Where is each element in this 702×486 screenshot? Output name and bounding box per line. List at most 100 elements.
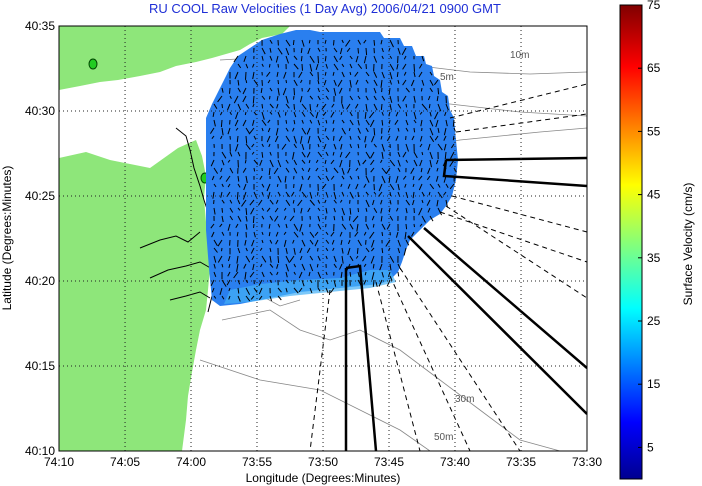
velocity-vector: [419, 159, 423, 167]
velocity-vector: [293, 247, 296, 255]
velocity-vector: [402, 95, 407, 102]
velocity-vector: [357, 63, 363, 70]
velocity-vector: [341, 39, 344, 44]
velocity-vector: [269, 247, 272, 253]
velocity-vector: [346, 103, 351, 110]
velocity-vector: [309, 239, 314, 245]
velocity-vector: [380, 79, 383, 88]
velocity-vector: [237, 63, 242, 69]
velocity-vector: [413, 151, 418, 159]
velocity-vector: [293, 287, 299, 294]
velocity-vector: [285, 95, 289, 104]
velocity-vector: [221, 103, 223, 109]
velocity-vector: [341, 255, 344, 264]
velocity-vector: [325, 279, 329, 285]
velocity-vector: [289, 215, 295, 222]
velocity-vector: [450, 143, 455, 149]
velocity-vector: [237, 215, 242, 222]
velocity-vector: [301, 127, 307, 135]
velocity-vector: [341, 207, 345, 216]
velocity-vector: [370, 255, 375, 264]
velocity-vector: [261, 63, 264, 67]
velocity-vector: [357, 271, 360, 278]
velocity-vector: [261, 143, 264, 147]
velocity-vector: [237, 295, 241, 302]
velocity-vector: [332, 71, 335, 76]
velocity-vector: [419, 223, 423, 227]
velocity-vector: [301, 63, 303, 71]
velocity-vector: [371, 271, 375, 280]
velocity-vector: [282, 87, 287, 96]
velocity-vector: [386, 279, 391, 287]
velocity-vector: [339, 199, 343, 203]
velocity-vector: [373, 79, 378, 87]
velocity-vector: [332, 127, 335, 132]
velocity-vector: [221, 151, 227, 159]
velocity-vector: [411, 135, 415, 141]
velocity-vector: [437, 127, 440, 133]
velocity-vector: [347, 239, 351, 245]
velocity-vector: [389, 79, 392, 85]
velocity-vector: [403, 55, 407, 60]
velocity-vector: [363, 39, 367, 44]
velocity-vector: [354, 71, 359, 77]
velocity-vector: [389, 103, 392, 111]
velocity-vector: [421, 191, 425, 197]
velocity-vector: [316, 263, 319, 268]
velocity-vector: [421, 215, 426, 223]
velocity-vector: [357, 135, 361, 141]
velocity-vector: [241, 199, 247, 207]
velocity-vector: [269, 151, 272, 156]
velocity-vector: [297, 199, 303, 207]
velocity-vector: [260, 263, 263, 268]
velocity-vector: [365, 127, 369, 133]
velocity-vector: [210, 223, 215, 229]
velocity-vector: [277, 223, 281, 228]
velocity-vector: [299, 183, 303, 192]
velocity-vector: [365, 247, 370, 253]
velocity-vector: [429, 183, 435, 190]
velocity-vector: [381, 223, 386, 230]
velocity-vector: [373, 207, 378, 213]
velocity-vector: [298, 271, 303, 279]
velocity-vector: [325, 207, 328, 214]
velocity-vector: [301, 239, 306, 247]
velocity-vector: [227, 255, 231, 262]
velocity-vector: [405, 103, 408, 108]
velocity-vector: [333, 79, 337, 86]
velocity-vector: [275, 231, 279, 237]
velocity-vector: [274, 207, 279, 213]
velocity-vector: [371, 247, 375, 252]
velocity-vector: [340, 143, 343, 150]
x-tick-label: 74:10: [44, 455, 74, 469]
velocity-vector: [237, 287, 240, 294]
velocity-vector: [325, 135, 330, 141]
velocity-vector: [437, 207, 443, 216]
velocity-vector: [380, 39, 383, 45]
velocity-vector: [397, 151, 401, 157]
plot-grid: [59, 26, 587, 451]
velocity-vector: [363, 263, 367, 267]
velocity-vector: [381, 271, 384, 278]
velocity-vector: [397, 103, 402, 109]
velocity-vector: [220, 135, 223, 140]
velocity-vector: [317, 199, 321, 204]
velocity-vector: [306, 151, 311, 158]
velocity-vector: [365, 199, 370, 208]
velocity-vector: [210, 279, 215, 287]
velocity-vector: [332, 151, 335, 156]
velocity-vector: [330, 231, 335, 237]
velocity-vector: [243, 263, 247, 269]
velocity-vector: [420, 167, 423, 173]
velocity-vector: [427, 207, 431, 213]
velocity-vector: [259, 175, 263, 180]
velocity-vector: [388, 119, 391, 124]
velocity-vector: [309, 199, 315, 206]
velocity-vector: [452, 119, 455, 127]
velocity-vector: [269, 87, 273, 92]
velocity-vector: [242, 167, 247, 173]
velocity-vector: [253, 287, 258, 293]
velocity-vector: [293, 79, 298, 87]
velocity-vector: [285, 167, 290, 173]
